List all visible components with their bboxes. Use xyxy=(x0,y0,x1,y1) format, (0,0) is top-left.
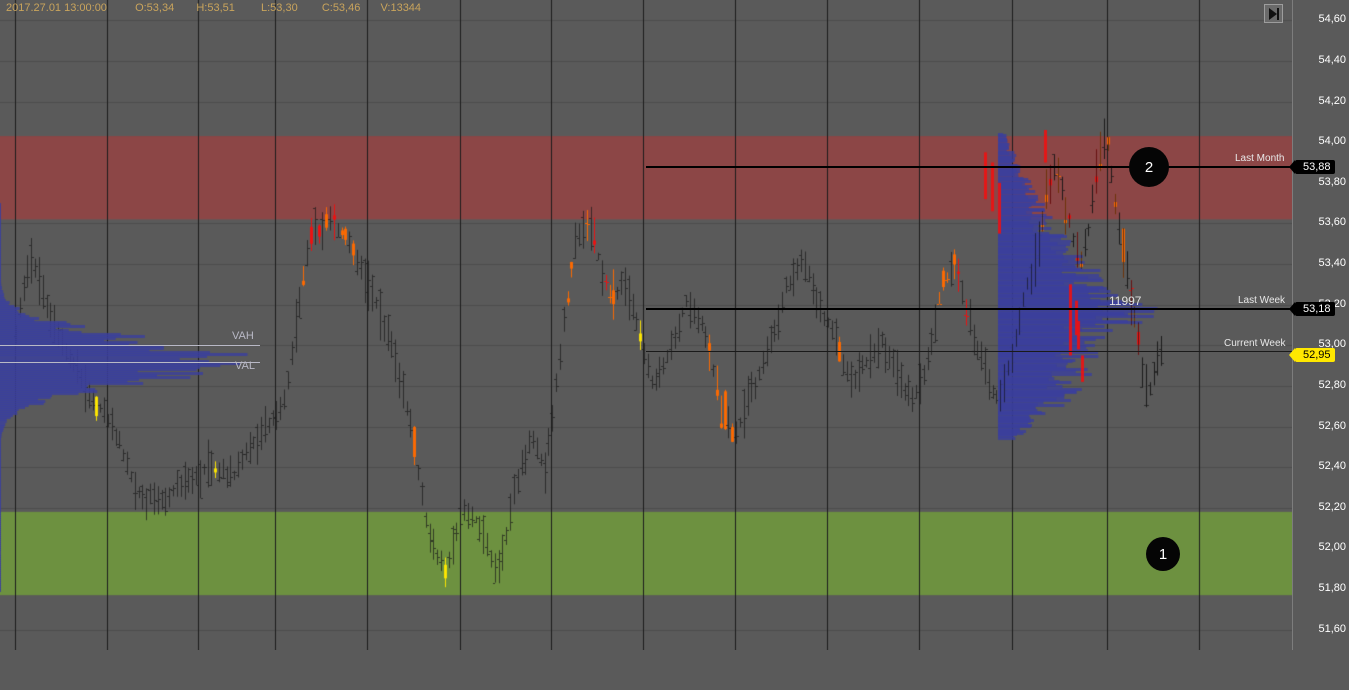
price-tick-label: 52,00 xyxy=(1318,541,1346,554)
ohlc-low: L:53,30 xyxy=(260,2,298,14)
study-line-last-week[interactable] xyxy=(646,308,1292,310)
price-tick-label: 52,60 xyxy=(1318,419,1346,432)
skip-to-end-button[interactable] xyxy=(1264,4,1283,23)
marker-2[interactable]: 2 xyxy=(1129,147,1169,187)
badge-pointer-icon xyxy=(1289,348,1295,363)
ohlc-high: H:53,51 xyxy=(196,2,235,14)
val-label: VAL xyxy=(235,360,255,372)
study-line-current-week[interactable] xyxy=(646,351,1292,352)
price-tick-label: 52,40 xyxy=(1318,460,1346,473)
study-label-current-week: Current Week xyxy=(1224,338,1286,349)
time-axis[interactable]: 01.2017 01:00:0023.01.2017 18:00:0016:00… xyxy=(0,650,1349,690)
price-tick-label: 54,60 xyxy=(1318,13,1346,26)
ohlc-volume: V:13344 xyxy=(380,2,422,14)
price-tick-label: 53,60 xyxy=(1318,216,1346,229)
badge-pointer-icon xyxy=(1289,159,1295,174)
price-badge[interactable]: 53,88 xyxy=(1289,159,1335,174)
price-tick-label: 54,40 xyxy=(1318,53,1346,66)
price-tick-label: 53,40 xyxy=(1318,257,1346,270)
price-badge-value: 53,88 xyxy=(1303,160,1331,173)
price-tick-label: 54,00 xyxy=(1318,135,1346,148)
price-tick-label: 51,80 xyxy=(1318,582,1346,595)
price-tick-label: 54,20 xyxy=(1318,94,1346,107)
price-tick-label: 53,80 xyxy=(1318,175,1346,188)
val-line xyxy=(0,362,260,363)
chart-plot-area[interactable]: VAH VAL Last Month Last Week 11997 Curre… xyxy=(0,0,1292,650)
price-badge-value: 53,18 xyxy=(1303,302,1331,315)
study-label-last-month: Last Month xyxy=(1235,153,1285,164)
ohlc-datetime: 2017.27.01 13:00:00 xyxy=(6,2,107,14)
price-axis[interactable]: 54,6054,4054,2054,0053,8053,6053,4053,20… xyxy=(1289,0,1349,650)
price-badge[interactable]: 52,95 xyxy=(1289,348,1335,363)
vah-line xyxy=(0,345,260,346)
ohlc-readout: 2017.27.01 13:00:00 O:53,34 H:53,51 L:53… xyxy=(6,2,421,16)
price-tick-label: 51,60 xyxy=(1318,622,1346,635)
volume-note: 11997 xyxy=(1109,294,1142,308)
play-triangle-icon xyxy=(1269,8,1277,20)
vah-label: VAH xyxy=(232,330,254,342)
price-tick-label: 53,00 xyxy=(1318,338,1346,351)
price-badge[interactable]: 53,18 xyxy=(1289,301,1335,316)
price-badge-value: 52,95 xyxy=(1303,349,1331,362)
ohlc-open: O:53,34 xyxy=(135,2,175,14)
study-label-last-week: Last Week xyxy=(1238,295,1286,306)
badge-pointer-icon xyxy=(1289,301,1295,316)
play-bar-icon xyxy=(1277,8,1279,20)
price-tick-label: 52,80 xyxy=(1318,378,1346,391)
study-line-last-month[interactable] xyxy=(646,166,1292,168)
marker-1[interactable]: 1 xyxy=(1146,537,1180,571)
ohlc-close: C:53,46 xyxy=(321,2,361,14)
price-tick-label: 52,20 xyxy=(1318,500,1346,513)
